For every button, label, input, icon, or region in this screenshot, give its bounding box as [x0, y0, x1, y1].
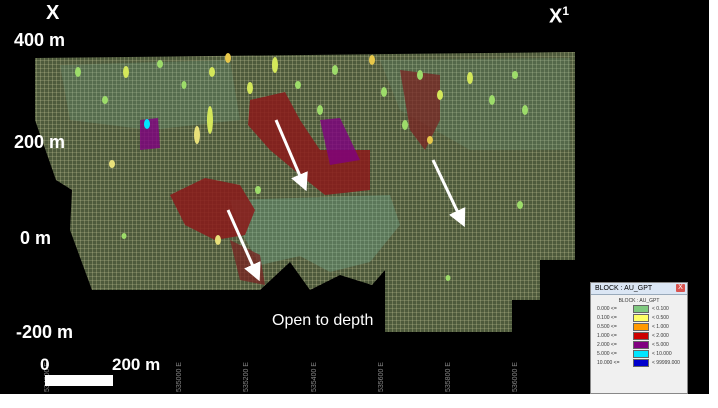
plunge-arrow: [226, 209, 261, 282]
legend-limit-label: < 2.000: [652, 332, 669, 339]
section-view-canvas[interactable]: X X1 400 m 200 m 0 m -200 m Open to dept…: [0, 0, 709, 394]
legend-swatch: [633, 304, 649, 313]
legend-range-label: 0.500 <=: [597, 323, 617, 330]
high-grade-zone: [248, 92, 370, 195]
legend-row: 0.100 <= < 0.500: [591, 313, 687, 322]
legend-limit-label: < 1.000: [652, 323, 669, 330]
legend-row: 5.000 <= < 10.000: [591, 349, 687, 358]
legend-range-label: 0.000 <=: [597, 305, 617, 312]
scale-start-label: 0: [40, 355, 50, 374]
elevation-label-minus-200: -200 m: [16, 322, 74, 342]
open-to-depth-annotation: Open to depth: [272, 312, 374, 329]
section-start-label: X: [46, 2, 60, 24]
legend-limit-label: < 5.000: [652, 341, 669, 348]
easting-label: 535000 E: [176, 362, 183, 392]
easting-label: 535600 E: [378, 362, 385, 392]
block-model-section: [35, 52, 575, 332]
legend-row: 10.000 <= < 99999.000: [591, 358, 687, 367]
elevation-label-200: 200 m: [14, 132, 66, 152]
easting-label: 535800 E: [445, 362, 452, 392]
easting-label: 535200 E: [243, 362, 250, 392]
legend-swatch: [633, 322, 649, 331]
legend-row: 1.000 <= < 2.000: [591, 331, 687, 340]
legend-limit-label: < 99999.000: [652, 359, 680, 366]
drill-intercepts: [75, 53, 528, 281]
legend-swatch: [633, 331, 649, 340]
legend-header: BLOCK : AU_GPT: [618, 298, 660, 304]
legend-range-label: 0.100 <=: [597, 314, 617, 321]
legend-limit-label: < 0.100: [652, 305, 669, 312]
legend-limit-label: < 10.000: [652, 350, 672, 357]
section-end-label: X1: [549, 4, 570, 28]
legend-titlebar[interactable]: BLOCK : AU_GPT X: [591, 283, 687, 295]
legend-window[interactable]: BLOCK : AU_GPT X BLOCK : AU_GPT 0.000 <=…: [590, 282, 688, 394]
plunge-arrow: [431, 159, 466, 228]
low-grade-zone: [230, 195, 400, 272]
easting-label: 536000 E: [512, 362, 519, 392]
plunge-arrow: [274, 119, 308, 192]
close-icon[interactable]: X: [676, 284, 685, 292]
legend-swatch: [633, 340, 649, 349]
scale-bar: [45, 375, 113, 386]
legend-swatch: [633, 358, 649, 367]
legend-range-label: 1.000 <=: [597, 332, 617, 339]
legend-range-label: 5.000 <=: [597, 350, 617, 357]
legend-range-label: 10.000 <=: [597, 359, 620, 366]
legend-range-label: 2.000 <=: [597, 341, 617, 348]
legend-row: 0.500 <= < 1.000: [591, 322, 687, 331]
legend-swatch: [633, 313, 649, 322]
legend-row: 0.000 <= < 0.100: [591, 304, 687, 313]
easting-label: 535400 E: [311, 362, 318, 392]
elevation-label-400: 400 m: [14, 30, 66, 50]
purple-zone: [140, 118, 160, 150]
purple-zone: [320, 118, 360, 165]
elevation-label-0: 0 m: [20, 228, 52, 248]
high-grade-zone: [400, 70, 440, 150]
legend-row: 2.000 <= < 5.000: [591, 340, 687, 349]
scale-end-label: 200 m: [112, 355, 161, 374]
legend-swatch: [633, 349, 649, 358]
legend-title: BLOCK : AU_GPT: [595, 285, 653, 292]
low-grade-zone: [60, 60, 240, 130]
legend-limit-label: < 0.500: [652, 314, 669, 321]
